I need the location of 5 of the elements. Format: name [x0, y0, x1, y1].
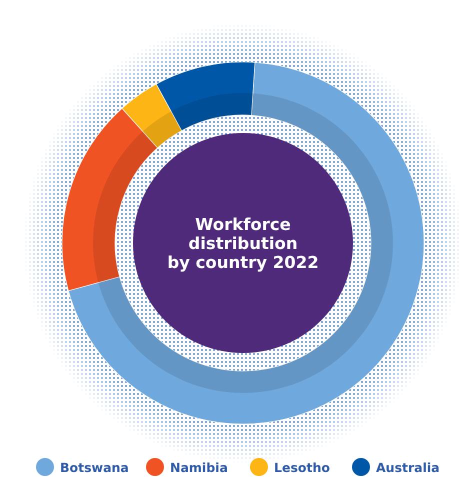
legend-label: Lesotho [274, 460, 330, 475]
legend-label: Botswana [60, 460, 129, 475]
legend-label: Namibia [170, 460, 228, 475]
legend-label: Australia [376, 460, 440, 475]
text: Workforce distribution by country 2022 [167, 215, 319, 272]
